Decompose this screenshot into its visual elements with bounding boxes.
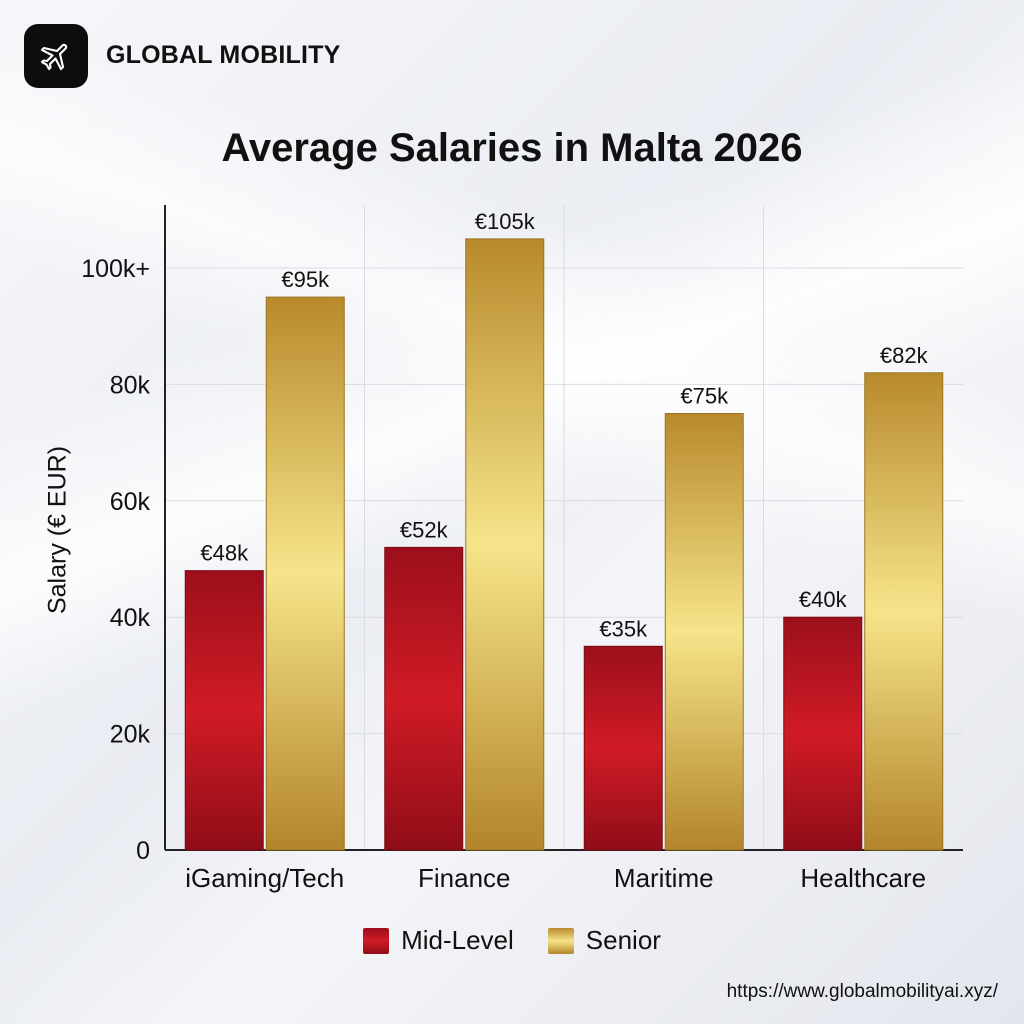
y-tick-label: 20k xyxy=(110,721,151,749)
legend-item-senior: Senior xyxy=(547,925,661,956)
y-tick-label: 100k+ xyxy=(81,255,150,283)
data-label-senior: €95k xyxy=(281,267,330,292)
legend-swatch-mid-level xyxy=(363,927,390,954)
data-label-senior: €75k xyxy=(680,384,729,409)
legend-label-senior: Senior xyxy=(585,925,661,955)
x-tick-label: iGaming/Tech xyxy=(185,863,344,893)
data-label-mid-level: €35k xyxy=(599,616,648,641)
bar-senior xyxy=(465,238,545,851)
x-tick-label: Finance xyxy=(418,863,511,893)
y-tick-label: 40k xyxy=(110,604,151,632)
data-label-mid-level: €52k xyxy=(400,517,449,542)
legend-swatch-senior xyxy=(547,927,574,954)
data-label-senior: €105k xyxy=(475,209,536,234)
y-tick-label: 80k xyxy=(110,371,151,399)
bar-mid-level xyxy=(184,570,264,851)
data-label-mid-level: €48k xyxy=(200,541,249,566)
bar-mid-level xyxy=(783,616,863,851)
chart-title: Average Salaries in Malta 2026 xyxy=(221,126,803,170)
x-tick-label: Maritime xyxy=(614,863,714,893)
y-tick-label: 60k xyxy=(110,488,151,516)
legend-label-mid-level: Mid-Level xyxy=(401,925,514,955)
bar-senior xyxy=(864,372,944,851)
legend: Mid-Level Senior xyxy=(0,925,1024,956)
x-tick-label: Healthcare xyxy=(800,863,926,893)
airplane-icon xyxy=(24,24,88,88)
bar-senior xyxy=(265,296,345,851)
bar-senior xyxy=(664,413,744,851)
brand-name: GLOBAL MOBILITY xyxy=(106,41,341,69)
legend-item-mid-level: Mid-Level xyxy=(363,925,514,956)
bar-mid-level xyxy=(384,546,464,851)
bar-mid-level xyxy=(583,645,663,851)
data-label-mid-level: €40k xyxy=(799,587,848,612)
source-url: https://www.globalmobilityai.xyz/ xyxy=(726,981,998,1002)
data-label-senior: €82k xyxy=(880,343,929,368)
y-tick-label: 0 xyxy=(136,837,150,865)
y-axis-label: Salary (€ EUR) xyxy=(43,445,72,615)
